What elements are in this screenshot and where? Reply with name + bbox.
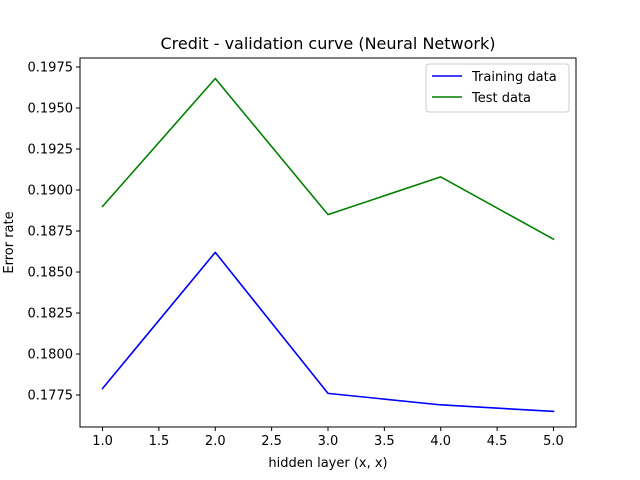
x-tick-label: 1.5 xyxy=(149,434,170,449)
y-tick-label: 0.1950 xyxy=(28,102,74,117)
y-tick-label: 0.1775 xyxy=(28,389,74,404)
chart-title: Credit - validation curve (Neural Networ… xyxy=(161,34,496,53)
x-tick-label: 3.5 xyxy=(374,434,395,449)
y-axis: 0.1775 0.1800 0.1825 0.1850 0.1875 0.1900 0.19… xyxy=(28,61,80,404)
legend-label-test: Test data xyxy=(471,91,531,106)
y-tick-label: 0.1850 xyxy=(28,266,74,281)
plot-frame xyxy=(79,57,577,428)
x-tick-label: 4.0 xyxy=(430,434,451,449)
test-data-line xyxy=(101,77,555,241)
y-tick-label: 0.1800 xyxy=(28,348,74,363)
x-tick-label: 3.0 xyxy=(318,434,339,449)
legend-label-training: Training data xyxy=(471,70,557,85)
y-tick-label: 0.1875 xyxy=(28,225,74,240)
x-tick-label: 2.5 xyxy=(261,434,282,449)
x-tick-label: 1.0 xyxy=(92,434,113,449)
x-tick-label: 5.0 xyxy=(543,434,564,449)
y-tick-label: 0.1925 xyxy=(28,143,74,158)
y-tick-label: 0.1900 xyxy=(28,184,74,199)
legend: Training data Test data xyxy=(425,63,570,113)
y-tick-label: 0.1975 xyxy=(28,61,74,76)
series-lines xyxy=(101,77,555,413)
x-axis-label: hidden layer (x, x) xyxy=(268,456,387,471)
training-data-line xyxy=(101,251,555,413)
y-axis-label: Error rate xyxy=(2,211,17,273)
y-tick-label: 0.1825 xyxy=(28,307,74,322)
x-axis: 1.0 1.5 2.0 2.5 3.0 3.5 4.0 4.5 5.0 xyxy=(92,427,564,449)
x-tick-label: 4.5 xyxy=(487,434,508,449)
plot-area xyxy=(80,58,576,427)
x-tick-label: 2.0 xyxy=(205,434,226,449)
